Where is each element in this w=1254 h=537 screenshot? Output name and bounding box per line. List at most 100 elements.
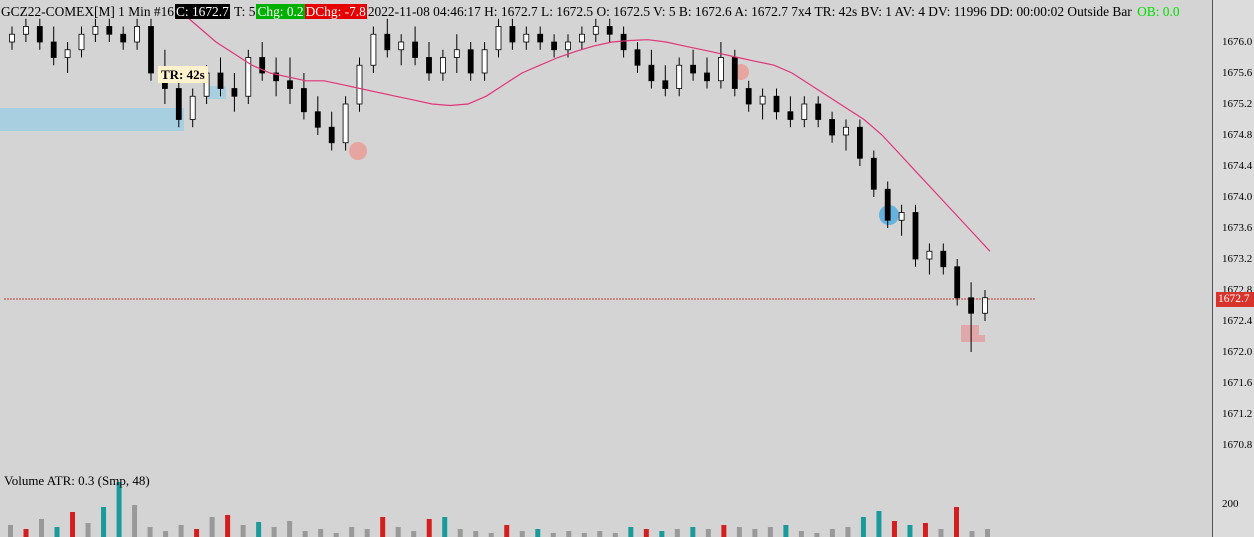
volume-bar: [612, 533, 618, 537]
candle-body: [870, 157, 877, 190]
candle-body: [676, 64, 683, 89]
candle-body: [398, 41, 405, 51]
volume-bar: [953, 507, 959, 537]
candle: [50, 26, 57, 66]
price-tick-label: 1675.2: [1222, 98, 1253, 110]
price-tick-label: 1672.4: [1222, 315, 1253, 327]
volume-bar: [690, 527, 696, 537]
price-tick-label: 1675.6: [1222, 67, 1253, 79]
candle-body: [300, 88, 307, 113]
candle: [523, 26, 530, 50]
candle: [356, 57, 363, 112]
candle: [773, 88, 780, 120]
candle-body: [426, 57, 432, 74]
volume-bar: [752, 529, 758, 537]
candle: [787, 96, 794, 128]
volume-bar: [70, 512, 76, 537]
candle: [801, 96, 808, 128]
volume-bar: [659, 531, 665, 537]
candle-body: [175, 88, 182, 120]
candle-body: [495, 26, 502, 51]
volume-bar: [457, 529, 463, 537]
candle-body: [606, 26, 613, 35]
price-tick-label: 1676.0: [1222, 36, 1253, 48]
candle-body: [467, 49, 474, 74]
candle-body: [884, 188, 891, 221]
price-tick-label: 1674.4: [1222, 160, 1253, 172]
candle-body: [662, 80, 669, 89]
candle-body: [9, 33, 15, 43]
volume-bar: [581, 533, 587, 537]
volume-bar: [209, 517, 215, 537]
header-details: 2022-11-08 04:46:17 H: 1672.7 L: 1672.5 …: [367, 4, 1132, 19]
volume-bar: [116, 482, 122, 537]
candle-body: [36, 26, 43, 43]
candle: [217, 57, 224, 97]
candle: [954, 259, 961, 306]
candle: [509, 18, 516, 50]
volume-bar: [39, 519, 45, 537]
candle: [648, 49, 655, 89]
candle: [551, 34, 557, 58]
candle: [843, 119, 849, 151]
volume-bar: [674, 529, 680, 537]
volume-bar: [8, 525, 13, 537]
candle: [287, 57, 293, 104]
candle: [857, 119, 863, 166]
candle-body: [551, 41, 557, 51]
candle-body: [384, 33, 391, 51]
candle: [982, 290, 988, 321]
candle: [912, 204, 919, 267]
volume-bar: [969, 531, 975, 537]
volume-bar: [519, 531, 525, 537]
price-axis[interactable]: [1212, 0, 1254, 537]
candle-body: [690, 64, 696, 74]
candle: [259, 42, 266, 81]
volume-bar: [907, 525, 913, 537]
volume-bar: [225, 515, 231, 537]
header-dchg: DChg: -7.8: [304, 4, 367, 19]
candle-body: [453, 49, 460, 58]
candle-body: [731, 57, 738, 89]
candle: [759, 88, 766, 120]
candle-body: [718, 57, 724, 82]
candle-body: [92, 26, 99, 35]
volume-bar: [767, 527, 773, 537]
candle-body: [370, 33, 377, 66]
header-chg: Chg: 0.2: [256, 4, 305, 19]
volume-bar: [814, 533, 820, 537]
candle: [926, 243, 933, 275]
volume-bar: [736, 527, 742, 537]
candle-body: [273, 72, 280, 82]
candle: [106, 18, 113, 42]
candle-body: [940, 250, 947, 268]
candle: [370, 26, 377, 73]
candle-body: [704, 72, 710, 82]
candle-body: [829, 119, 835, 136]
volume-label: Volume ATR: 0.3 (Smp, 48): [4, 473, 150, 488]
candle: [273, 57, 280, 97]
volume-bar: [876, 511, 882, 537]
volume-bar: [597, 531, 603, 537]
volume-bar: [783, 525, 789, 537]
candle: [968, 282, 974, 352]
candle: [731, 49, 738, 97]
candle-body: [537, 33, 544, 43]
candle-body: [912, 212, 919, 260]
volume-bar: [798, 531, 804, 537]
volume-bar: [256, 522, 262, 537]
candle-body: [634, 49, 641, 66]
volume-bar: [54, 527, 60, 537]
candle: [620, 26, 627, 58]
candle: [64, 42, 71, 73]
price-chart[interactable]: [0, 0, 1212, 537]
volume-bar: [101, 507, 107, 537]
candle: [537, 26, 544, 50]
volume-bar: [721, 525, 727, 537]
candle-body: [78, 33, 85, 51]
candle: [9, 26, 15, 50]
volume-bar: [860, 517, 866, 537]
candle-body: [22, 26, 29, 35]
candle-body: [745, 88, 752, 105]
